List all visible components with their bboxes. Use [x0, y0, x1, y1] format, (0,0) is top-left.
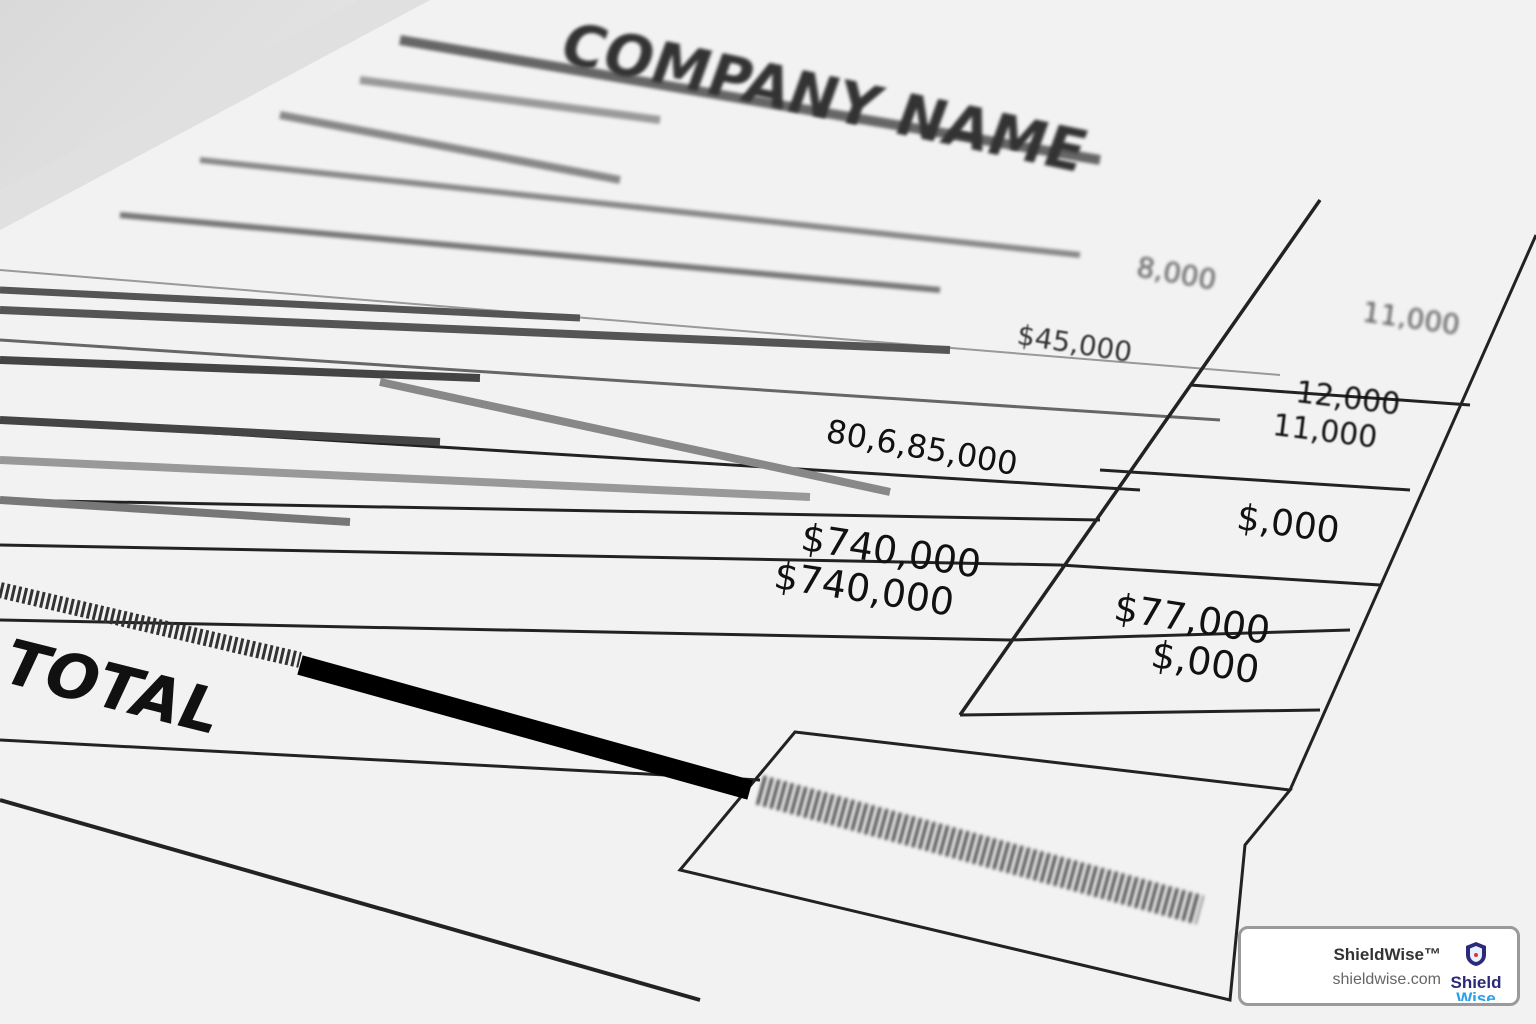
watermark-badge: ShieldWise™ shieldwise.com Shield Wise: [1238, 926, 1520, 1006]
placeholder-text-bars: [0, 35, 1204, 925]
shieldwise-logo: Shield Wise: [1447, 941, 1505, 1001]
logo-text-1: Shield: [1450, 973, 1502, 992]
shield-icon: [1466, 942, 1486, 966]
logo-text-2: Wise: [1456, 989, 1496, 1001]
table-lines: [0, 198, 1536, 1002]
badge-brand: ShieldWise™: [1333, 945, 1441, 964]
badge-url: shieldwise.com: [1332, 971, 1441, 988]
